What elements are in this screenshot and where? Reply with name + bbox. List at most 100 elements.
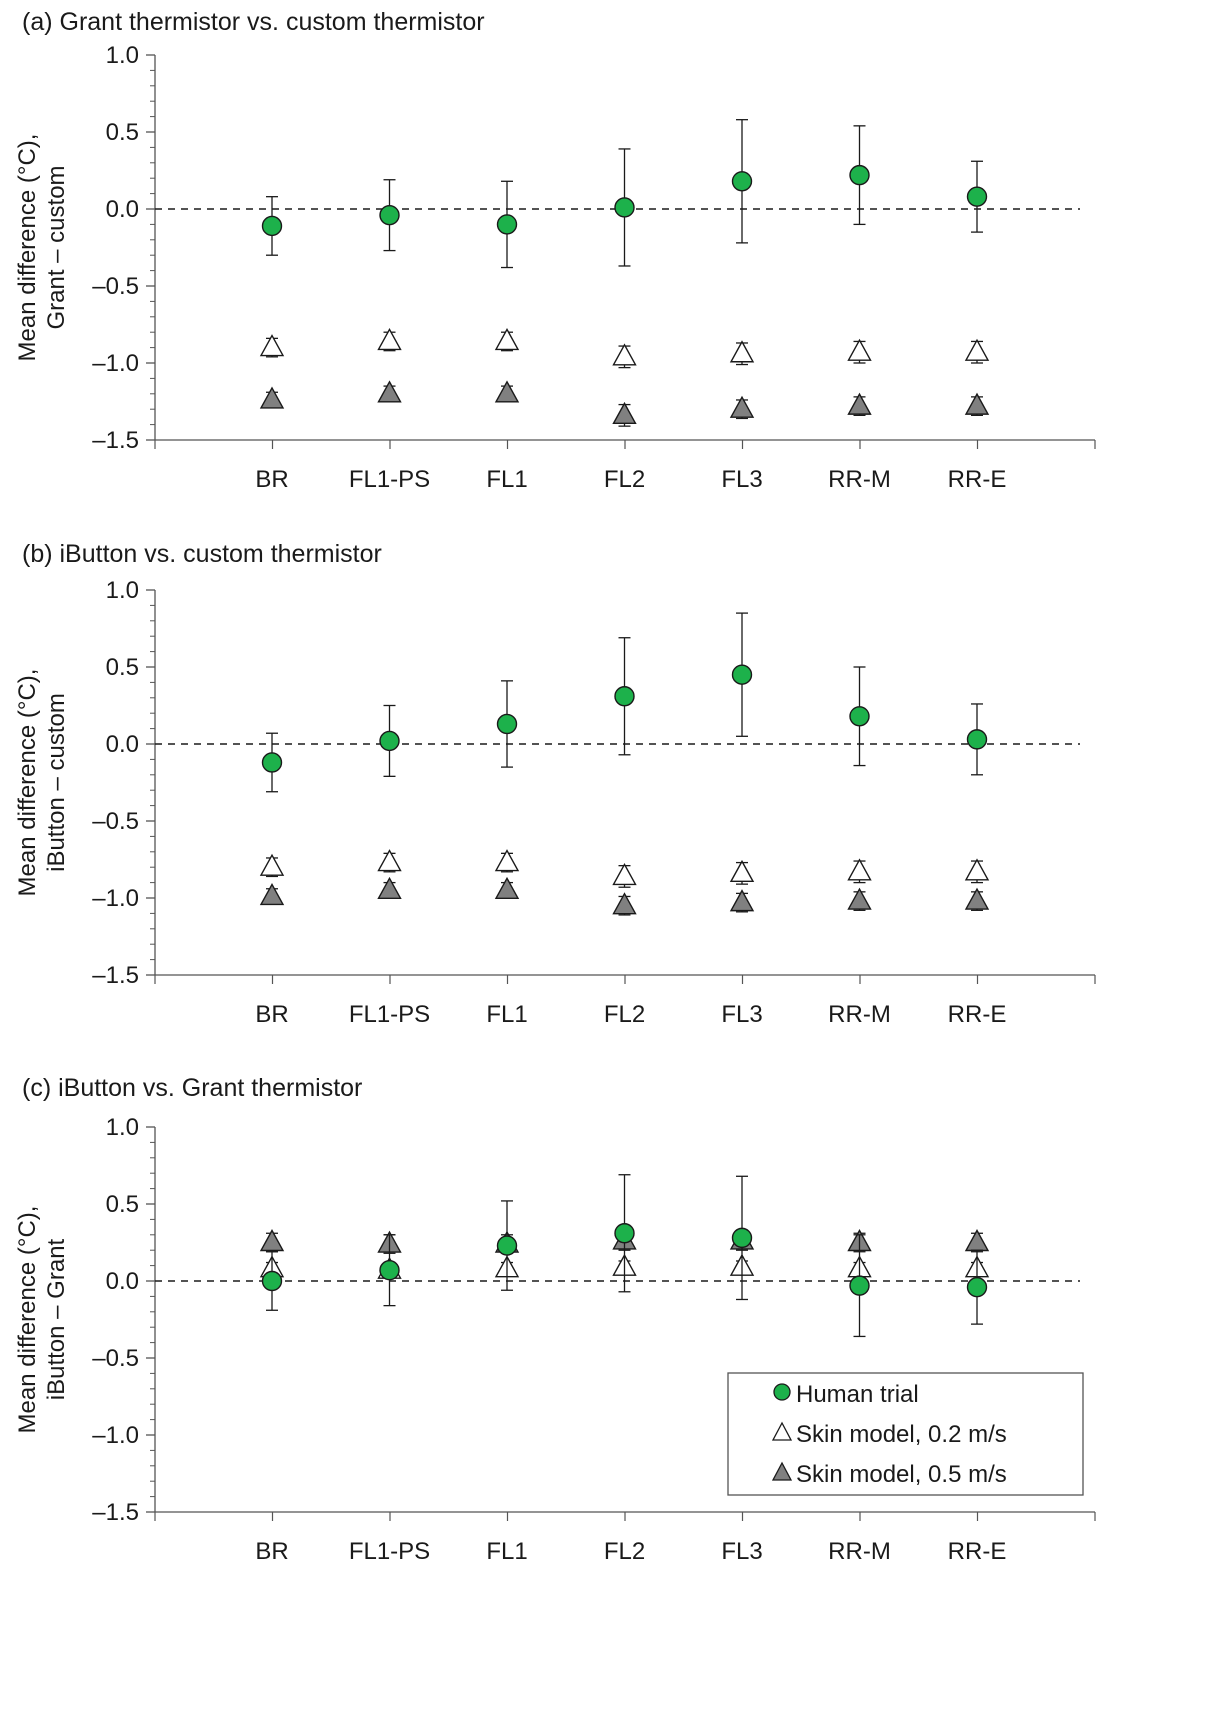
data-point-skin-model-0-5 [612,892,637,915]
x-tick-label: RR-E [948,466,1007,493]
data-point-skin-model-0-5 [377,380,402,403]
data-point-skin-model-0-2 [612,862,637,886]
data-point-skin-model-0-2 [964,858,990,881]
data-point-human-trial [614,1223,635,1244]
y-tick-label: 0.5 [106,1191,139,1218]
data-point-skin-model-0-2 [259,853,285,876]
y-tick-label: 0.5 [106,654,139,681]
data-point-human-trial [496,713,518,735]
data-point-skin-model-0-5 [729,395,755,418]
y-axis-label: iButton – custom [43,693,70,872]
y-tick-label: –1.0 [92,1422,139,1449]
panel-a: (a) Grant thermistor vs. custom thermist… [14,8,1096,493]
data-point-human-trial [261,215,283,237]
data-point-skin-model-0-2 [847,858,872,881]
data-point-skin-model-0-5 [729,889,755,912]
data-point-skin-model-0-5 [964,887,990,910]
panel-title: (b) iButton vs. custom thermistor [22,540,382,568]
circle-icon [773,1383,791,1401]
data-point-human-trial [849,1275,870,1296]
data-point-skin-model-0-2 [494,327,520,351]
x-tick-label: FL3 [721,466,762,493]
legend-label: Human trial [796,1381,919,1408]
data-point-skin-model-0-2 [612,343,637,366]
data-point-human-trial [849,706,870,727]
x-tick-label: FL1-PS [349,466,430,493]
data-point-skin-model-0-2 [729,340,755,363]
y-tick-label: 1.0 [106,577,139,604]
data-point-human-trial [614,197,635,218]
y-tick-label: –0.5 [92,1345,139,1372]
data-point-skin-model-0-5 [494,876,520,899]
data-point-skin-model-0-2 [377,327,402,351]
data-point-human-trial [261,1270,283,1292]
x-tick-label: FL1-PS [349,1538,430,1565]
y-tick-label: 0.0 [106,196,139,223]
x-tick-label: RR-M [828,1001,891,1028]
x-tick-label: FL1 [486,1001,527,1028]
data-point-skin-model-0-5 [964,392,990,415]
y-axis-label: Mean difference (°C), [14,669,41,897]
data-point-skin-model-0-2 [964,338,990,361]
data-point-skin-model-0-5 [847,887,872,910]
panel-b: (b) iButton vs. custom thermistor Mean di… [14,540,1096,1028]
panel-c: (c) iButton vs. Grant thermistor Mean dif… [14,1074,1096,1565]
y-tick-label: –1.5 [92,962,139,989]
data-point-skin-model-0-5 [847,392,872,415]
x-tick-label: RR-E [948,1001,1007,1028]
x-tick-label: RR-M [828,1538,891,1565]
x-tick-label: BR [255,1538,288,1565]
data-point-human-trial [966,186,988,207]
data-point-skin-model-0-5 [494,380,520,403]
open-triangle-icon [771,1421,793,1441]
series-open-triangle [259,327,990,369]
data-point-skin-model-0-2 [494,849,520,872]
series-circle [261,119,988,269]
x-tick-label: BR [255,466,288,493]
y-axis-label: iButton – Grant [43,1238,70,1400]
series-filled-triangle [259,876,990,916]
y-tick-label: –1.0 [92,885,139,912]
x-tick-label: RR-M [828,466,891,493]
legend-label: Skin model, 0.5 m/s [796,1461,1007,1488]
series-circle [261,612,988,793]
data-point-human-trial [379,1260,400,1281]
series-circle [261,1174,988,1338]
data-point-human-trial [966,729,988,750]
x-tick-label: FL3 [721,1538,762,1565]
x-tick-label: FL3 [721,1001,762,1028]
x-tick-label: FL2 [604,466,645,493]
data-point-human-trial [261,752,283,773]
x-tick-label: BR [255,1001,288,1028]
data-point-human-trial [379,730,400,752]
panel-title: (a) Grant thermistor vs. custom thermist… [22,8,485,36]
series-open-triangle [259,849,990,888]
x-tick-label: RR-E [948,1538,1007,1565]
y-tick-label: –0.5 [92,273,139,300]
x-tick-label: FL1 [486,466,527,493]
data-point-skin-model-0-5 [377,876,402,899]
series-filled-triangle [259,380,990,427]
data-point-human-trial [731,1227,753,1249]
data-point-skin-model-0-5 [259,883,285,906]
data-point-skin-model-0-2 [847,338,872,361]
x-tick-label: FL2 [604,1001,645,1028]
data-point-skin-model-0-5 [964,1229,990,1252]
data-point-skin-model-0-5 [612,401,637,425]
y-tick-label: 1.0 [106,1114,139,1141]
y-tick-label: 0.0 [106,731,139,758]
data-point-human-trial [496,214,518,235]
y-tick-label: 0.0 [106,1268,139,1295]
y-axis-label: Mean difference (°C), [14,1206,41,1434]
data-point-human-trial [849,164,870,186]
x-tick-label: FL1-PS [349,1001,430,1028]
y-tick-label: –0.5 [92,808,139,835]
x-tick-label: FL2 [604,1538,645,1565]
y-tick-label: 0.5 [106,119,139,146]
panel-title: (c) iButton vs. Grant thermistor [22,1074,362,1102]
data-point-human-trial [614,686,635,707]
data-point-human-trial [966,1276,988,1298]
filled-triangle-icon [771,1461,793,1481]
